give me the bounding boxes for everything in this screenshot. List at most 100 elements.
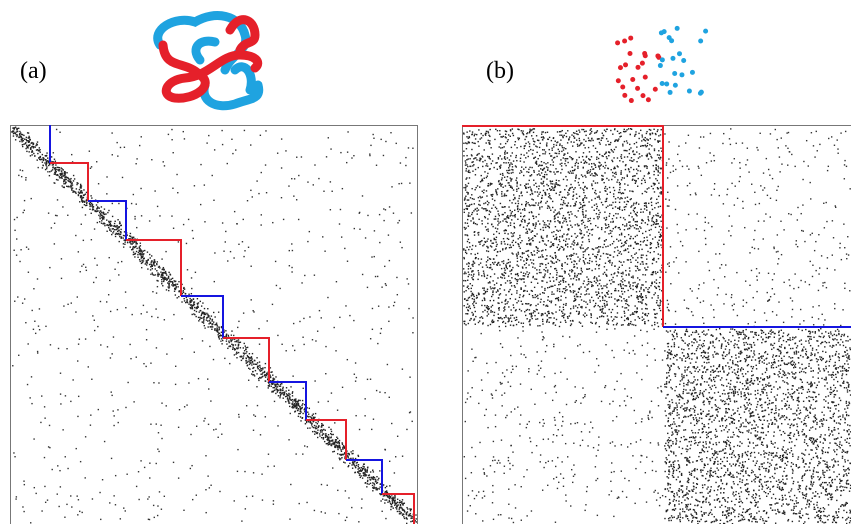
dot — [296, 157, 297, 158]
dot — [542, 240, 543, 241]
dot — [383, 208, 384, 209]
dot — [519, 195, 520, 196]
dot — [214, 149, 215, 150]
dot — [516, 319, 517, 320]
dot — [569, 217, 570, 218]
dot — [201, 317, 202, 318]
dot — [136, 251, 137, 252]
dot — [468, 192, 469, 193]
dot — [38, 157, 39, 158]
dot — [380, 483, 381, 484]
dot — [507, 268, 508, 269]
dot — [626, 140, 627, 141]
dot — [638, 301, 639, 302]
dot — [603, 316, 604, 317]
dot — [373, 486, 374, 487]
dot — [504, 152, 505, 153]
dot — [483, 189, 484, 190]
dot — [292, 395, 293, 396]
dot — [123, 507, 124, 508]
dot — [641, 303, 642, 304]
dot — [567, 179, 568, 180]
dot — [560, 322, 561, 323]
dot — [210, 485, 211, 486]
dot — [71, 189, 72, 190]
dot — [173, 284, 174, 285]
dot — [161, 279, 162, 280]
dot — [578, 225, 579, 226]
dot — [22, 506, 23, 507]
dot — [577, 307, 578, 308]
dot — [645, 222, 646, 223]
dot — [292, 345, 293, 346]
dot — [544, 222, 545, 223]
dot — [618, 268, 619, 269]
dot — [657, 187, 658, 188]
dot — [116, 225, 117, 226]
dot — [601, 310, 602, 311]
dot — [227, 260, 228, 261]
dot — [475, 258, 476, 259]
dot — [85, 214, 86, 215]
dot — [646, 131, 647, 132]
dot — [323, 191, 324, 192]
dot — [568, 212, 569, 213]
dot — [504, 233, 505, 234]
dot — [520, 287, 521, 288]
dot — [237, 348, 238, 349]
dot — [476, 210, 477, 211]
dot — [298, 408, 299, 409]
dot — [340, 458, 341, 459]
dot — [406, 429, 407, 430]
dot — [56, 171, 57, 172]
dot — [657, 170, 658, 171]
dot — [640, 146, 641, 147]
dot — [501, 261, 502, 262]
dot — [525, 167, 526, 168]
dot — [63, 305, 64, 306]
dot — [494, 312, 495, 313]
dot — [351, 464, 352, 465]
dot — [379, 470, 380, 471]
dot — [508, 259, 509, 260]
dot — [636, 151, 637, 152]
dot — [385, 141, 386, 142]
dot — [656, 302, 657, 303]
dot — [623, 250, 624, 251]
dot — [583, 260, 584, 261]
dot — [379, 493, 380, 494]
dot — [471, 149, 472, 150]
dot — [275, 393, 276, 394]
dot — [584, 175, 585, 176]
dot — [223, 251, 224, 252]
dot — [556, 274, 557, 275]
dot — [491, 163, 492, 164]
dot — [472, 245, 473, 246]
dot — [565, 290, 566, 291]
dot — [556, 193, 557, 194]
dot — [507, 172, 508, 173]
dot — [649, 212, 650, 213]
dot — [54, 159, 55, 160]
dot — [650, 129, 651, 130]
dot — [243, 312, 244, 313]
dot — [505, 143, 506, 144]
dot — [559, 282, 560, 283]
dot — [597, 196, 598, 197]
dot — [149, 254, 150, 255]
dot — [572, 145, 573, 146]
dot — [219, 491, 220, 492]
dot — [557, 217, 558, 218]
dot — [589, 241, 590, 242]
dot — [122, 177, 123, 178]
dot — [162, 277, 163, 278]
dot — [65, 177, 66, 178]
dot — [158, 432, 159, 433]
dot — [18, 355, 19, 356]
dot — [546, 235, 547, 236]
dot — [534, 254, 535, 255]
dot — [581, 162, 582, 163]
dot — [312, 415, 313, 416]
dot — [39, 308, 40, 309]
dot — [508, 306, 509, 307]
